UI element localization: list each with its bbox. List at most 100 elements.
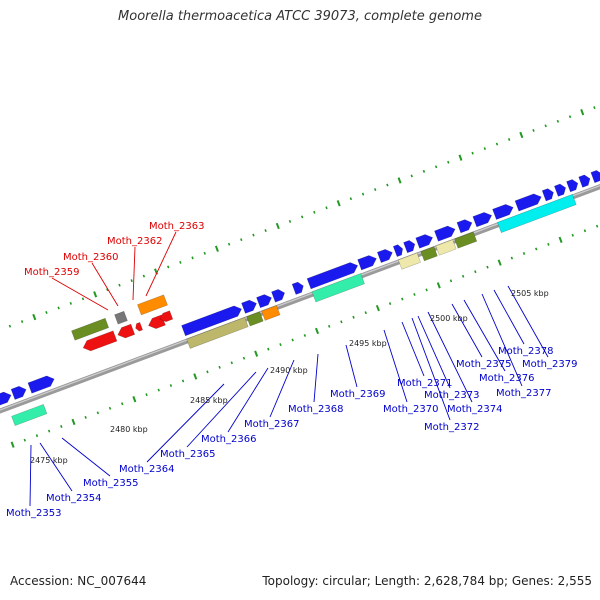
tick-upper-44 [507,138,511,141]
connector-18 [451,303,483,358]
gene-forward-11 [392,244,403,258]
gene-label-moth-2369[interactable]: Moth_2369 [330,389,385,400]
gene-label-moth-2354[interactable]: Moth_2354 [46,493,101,504]
tick-lower-1 [23,438,26,442]
connector-15 [411,317,451,421]
gene-block-green-rev [71,317,110,341]
tick-upper-35 [397,177,402,184]
tick-upper-42 [483,147,486,151]
gene-label-moth-2373[interactable]: Moth_2373 [424,390,479,401]
tick-lower-21 [267,347,270,351]
tick-upper-20 [214,245,219,252]
gene-label-moth-2363[interactable]: Moth_2363 [149,221,204,232]
tick-lower-42 [522,252,526,255]
tick-upper-26 [288,219,292,223]
tick-lower-16 [206,370,209,374]
gene-block-cyan [497,193,577,234]
tick-lower-47 [583,229,587,233]
tick-lower-11 [145,393,148,397]
gene-label-moth-2360[interactable]: Moth_2360 [63,252,118,263]
gene-label-moth-2379[interactable]: Moth_2379 [522,359,577,370]
tick-lower-31 [388,302,392,306]
tick-lower-36 [449,279,453,283]
gene-label-moth-2366[interactable]: Moth_2366 [201,434,256,445]
tick-upper-21 [227,242,231,246]
genome-title: Moorella thermoacetica ATCC 39073, compl… [118,9,482,24]
label-connectors [29,231,549,507]
gene-label-moth-2372[interactable]: Moth_2372 [424,422,479,433]
gene-label-moth-2368[interactable]: Moth_2368 [288,404,343,415]
tick-upper-31 [349,197,353,201]
connector-14 [401,321,425,377]
kbp-label-2475: 2475 kbp [30,456,68,465]
gene-label-moth-2374[interactable]: Moth_2374 [447,404,502,415]
tick-upper-40 [458,154,463,161]
tick-upper-32 [361,192,365,196]
tick-lower-48 [595,224,599,228]
tick-upper-10 [93,291,98,298]
tick-lower-28 [352,315,355,319]
gene-block-aquamarine-1 [11,403,48,427]
tick-lower-14 [181,379,185,383]
tick-upper-19 [203,251,206,255]
connector-22 [507,285,549,358]
tick-lower-5 [71,418,76,426]
connector-16 [417,315,451,389]
tick-upper-8 [69,301,72,305]
gene-label-moth-2371[interactable]: Moth_2371 [397,378,452,389]
connector-21 [493,289,525,345]
gene-label-moth-2377[interactable]: Moth_2377 [496,388,551,399]
tick-lower-43 [535,247,538,251]
tick-lower-34 [425,288,428,292]
kbp-label-2480: 2480 kbp [110,425,148,434]
gene-label-moth-2378[interactable]: Moth_2378 [498,346,553,357]
gene-label-moth-2353[interactable]: Moth_2353 [6,508,61,519]
kbp-label-2490: 2490 kbp [270,366,308,375]
connector-17 [427,311,473,403]
tick-lower-33 [413,293,416,296]
tick-lower-15 [193,373,198,380]
gene-label-moth-2359[interactable]: Moth_2359 [24,267,79,278]
gene-reverse-0 [82,330,118,352]
tick-lower-0 [10,441,15,448]
tick-upper-27 [300,215,304,219]
gene-forward-6 [271,289,286,303]
gene-label-moth-2375[interactable]: Moth_2375 [456,359,511,370]
tick-upper-22 [240,238,243,242]
gene-block-green-1 [246,311,264,327]
tick-lower-4 [60,425,63,428]
gene-forward-7 [291,281,304,295]
tick-upper-34 [386,183,389,187]
gene-block-pale-2 [435,239,457,256]
tick-lower-23 [291,338,294,342]
gene-label-moth-2367[interactable]: Moth_2367 [244,419,299,430]
tick-lower-30 [375,304,380,312]
tick-upper-13 [130,279,133,283]
tick-track-upper [8,106,596,328]
gene-label-moth-2362[interactable]: Moth_2362 [107,236,162,247]
connector-7 [146,383,225,463]
gene-forward-19 [541,188,554,202]
tick-lower-13 [169,384,173,387]
genome-summary: Topology: circular; Length: 2,628,784 bp… [262,574,592,588]
gene-forward-0 [0,391,12,406]
tick-upper-49 [568,115,572,119]
tick-upper-11 [106,288,109,292]
gene-block-green-2 [420,246,438,262]
gene-label-moth-2365[interactable]: Moth_2365 [160,449,215,460]
gene-forward-17 [492,204,514,220]
tick-lower-40 [497,259,502,266]
connector-13 [383,329,408,403]
gene-label-moth-2376[interactable]: Moth_2376 [479,373,534,384]
connector-6 [61,437,111,477]
gene-label-moth-2364[interactable]: Moth_2364 [119,464,174,475]
gene-label-moth-2355[interactable]: Moth_2355 [83,478,138,489]
tick-lower-7 [96,411,100,415]
tick-upper-41 [471,151,474,155]
gene-label-moth-2370[interactable]: Moth_2370 [383,404,438,415]
tick-upper-4 [20,320,24,324]
tick-upper-51 [593,106,596,110]
tick-upper-12 [118,283,121,287]
tick-upper-33 [374,188,377,192]
